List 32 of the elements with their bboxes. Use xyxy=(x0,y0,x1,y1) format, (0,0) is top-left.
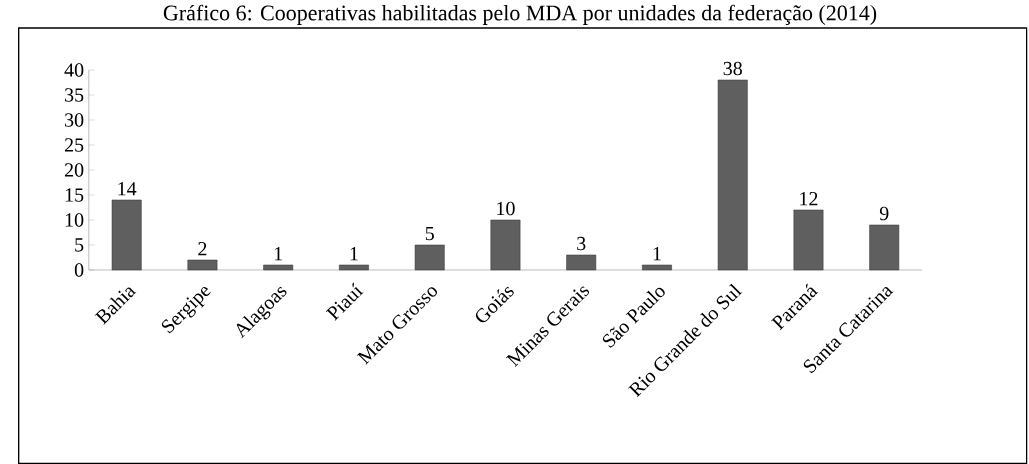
bar xyxy=(717,79,748,271)
data-label: 10 xyxy=(497,201,515,216)
y-tick-label: 20 xyxy=(64,163,84,177)
data-label: 2 xyxy=(198,242,207,256)
bar xyxy=(642,264,672,271)
y-tick-label: 0 xyxy=(74,263,84,277)
bar xyxy=(339,264,369,271)
data-label: 1 xyxy=(653,247,661,261)
bar xyxy=(566,254,597,271)
y-tick-label: 25 xyxy=(64,138,84,152)
data-label: 1 xyxy=(350,247,358,261)
chart-title: Gráfico 6: Cooperativas habilitadas pelo MDA por unidades da federação (2014) xyxy=(163,4,877,25)
y-tick-label: 30 xyxy=(65,113,84,127)
y-tick-label: 5 xyxy=(75,238,84,252)
bar xyxy=(263,264,294,271)
data-label: 38 xyxy=(723,61,742,76)
data-label: 14 xyxy=(118,182,137,196)
y-tick-label: 10 xyxy=(65,213,84,227)
data-label: 12 xyxy=(800,192,818,206)
bar xyxy=(187,259,218,271)
y-tick-label: 40 xyxy=(64,63,84,77)
y-tick-label: 35 xyxy=(65,88,84,102)
data-label: 3 xyxy=(577,236,586,251)
bar xyxy=(793,209,824,271)
data-label: 1 xyxy=(274,247,282,261)
data-label: 9 xyxy=(879,206,889,221)
bar xyxy=(414,244,445,271)
data-label: 5 xyxy=(425,226,434,241)
y-tick-label: 15 xyxy=(65,188,84,202)
bar xyxy=(111,199,142,271)
bar xyxy=(869,224,900,271)
bar xyxy=(490,219,521,271)
